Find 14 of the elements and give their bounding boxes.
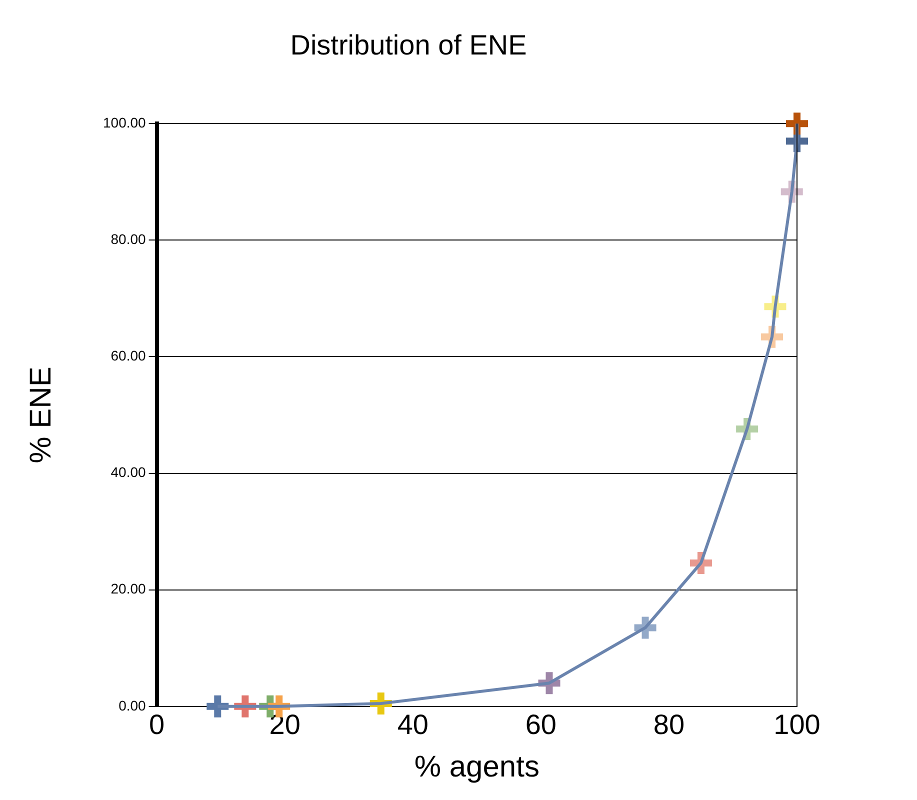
y-tick-label: 20.00 [110,580,146,597]
x-tick-label: 0 [149,708,165,740]
x-tick-label: 60 [525,708,557,740]
y-tick-label: 100.00 [102,114,146,130]
x-tick-label: 100 [774,708,820,740]
x-tick-label: 80 [653,708,685,740]
y-tick-label: 40.00 [110,464,146,480]
y-tick-label: 80.00 [110,231,146,248]
x-axis-title: % agents [414,750,540,784]
x-tick-label: 40 [397,708,428,740]
chart-title: Distribution of ENE [290,30,527,61]
y-tick-label: 60.00 [110,348,146,364]
y-tick-label: 0.00 [118,697,146,714]
y-axis-title: % ENE [24,366,58,464]
